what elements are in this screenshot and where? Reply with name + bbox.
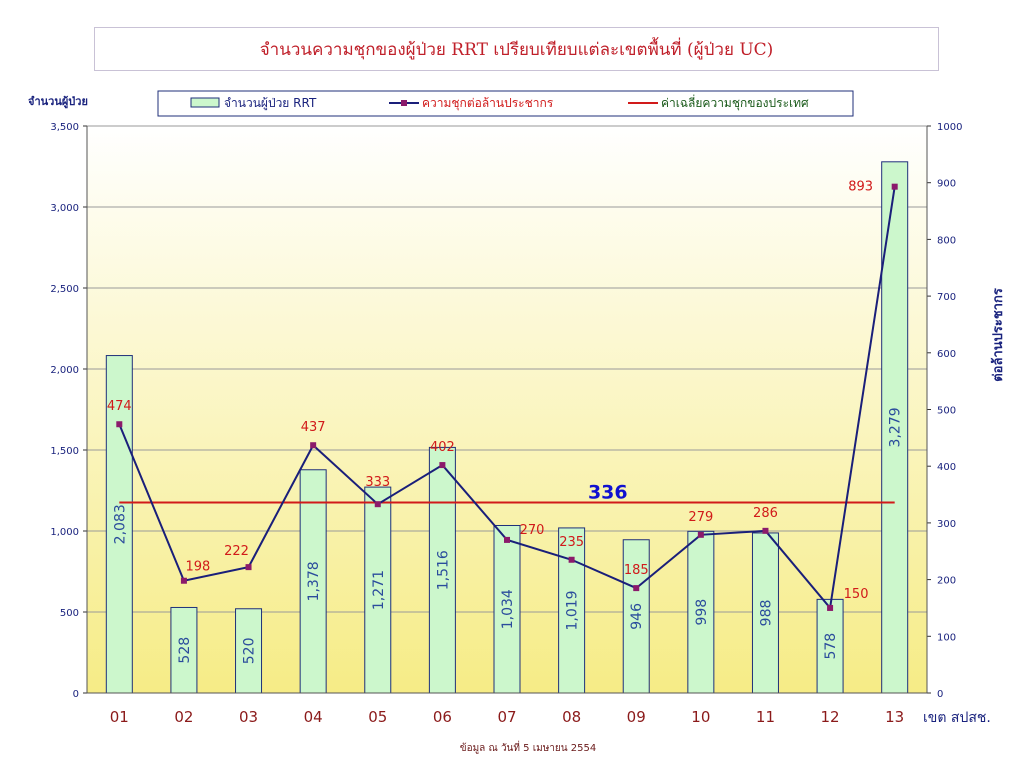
line-point xyxy=(762,527,769,534)
line-value-label: 235 xyxy=(559,535,584,550)
x-tick-label: 12 xyxy=(821,708,840,726)
y-left-tick-label: 2,000 xyxy=(50,365,79,376)
legend-swatch-bar xyxy=(190,97,220,108)
line-value-label: 893 xyxy=(848,180,873,195)
x-tick-label: 10 xyxy=(691,708,710,726)
line-point xyxy=(180,577,187,584)
bar-value-label: 1,378 xyxy=(306,561,322,601)
bar-value-label: 988 xyxy=(758,600,774,627)
line-value-label: 185 xyxy=(624,563,649,578)
x-tick-label: 02 xyxy=(174,708,193,726)
y-left-tick-label: 3,500 xyxy=(50,122,79,133)
bar-value-label: 1,271 xyxy=(371,570,387,610)
line-value-label: 222 xyxy=(224,544,249,559)
bar-value-label: 998 xyxy=(694,599,710,626)
bar xyxy=(622,539,650,694)
x-tick-label: 04 xyxy=(304,708,323,726)
x-axis-label: เขต สปสช. xyxy=(923,710,991,726)
y-right-tick-label: 800 xyxy=(937,235,956,246)
y-left-tick-label: 500 xyxy=(60,608,79,619)
line-point xyxy=(116,421,123,428)
bar xyxy=(299,469,327,694)
chart-title-box: จำนวนความชุกของผู้ป่วย RRT เปรียบเทียบแต… xyxy=(94,27,939,71)
legend-label-avg: ค่าเฉลี่ยความชุกของประเทศ xyxy=(661,94,809,111)
y-axis-right-label: ต่อล้านประชากร xyxy=(990,288,1006,382)
x-tick-label: 13 xyxy=(885,708,904,726)
bar-value-label: 520 xyxy=(242,638,258,665)
bar-value-label: 1,034 xyxy=(500,589,516,629)
bar xyxy=(687,530,715,694)
x-tick-label: 11 xyxy=(756,708,775,726)
bar-value-label: 1,019 xyxy=(565,590,581,630)
y-right-tick-label: 600 xyxy=(937,349,956,360)
y-right-tick-label: 700 xyxy=(937,292,956,303)
bar-value-label: 2,083 xyxy=(112,504,128,544)
line-point xyxy=(891,183,898,190)
line-point xyxy=(827,604,834,611)
y-left-tick-label: 2,500 xyxy=(50,284,79,295)
y-right-tick-label: 200 xyxy=(937,576,956,587)
line-point xyxy=(310,442,317,449)
bar xyxy=(428,446,456,694)
line-value-label: 279 xyxy=(688,510,713,525)
line-point xyxy=(504,536,510,543)
legend-label-line: ความชุกต่อล้านประชากร xyxy=(422,96,554,111)
source-note: ข้อมูล ณ วันที่ 5 เมษายน 2554 xyxy=(460,740,597,754)
line-value-label: 402 xyxy=(430,440,455,455)
bar-value-label: 1,516 xyxy=(435,550,451,590)
line-point xyxy=(633,585,640,592)
legend: จำนวนผู้ป่วย RRT ความชุกต่อล้านประชากร ค… xyxy=(157,90,854,117)
y-right-tick-label: 100 xyxy=(937,632,956,643)
y-left-tick-label: 0 xyxy=(73,689,79,700)
x-tick-label: 07 xyxy=(497,708,516,726)
line-value-label: 198 xyxy=(186,560,211,575)
line-value-label: 333 xyxy=(365,475,390,490)
y-right-tick-label: 500 xyxy=(937,406,956,417)
y-right-tick-label: 300 xyxy=(937,519,956,530)
bar-value-label: 3,279 xyxy=(888,407,904,447)
line-point xyxy=(568,556,575,563)
x-tick-label: 01 xyxy=(110,708,129,726)
line-point xyxy=(697,531,704,538)
legend-label-bar: จำนวนผู้ป่วย RRT xyxy=(224,96,317,111)
x-tick-label: 03 xyxy=(239,708,258,726)
y-right-tick-label: 400 xyxy=(937,462,956,473)
bar xyxy=(881,161,909,694)
y-right-tick-label: 0 xyxy=(937,689,943,700)
chart-title: จำนวนความชุกของผู้ป่วย RRT เปรียบเทียบแต… xyxy=(259,39,774,60)
y-right-tick-label: 900 xyxy=(937,179,956,190)
x-tick-label: 09 xyxy=(627,708,646,726)
line-point xyxy=(439,462,446,469)
bar-value-label: 578 xyxy=(823,633,839,660)
bar-value-label: 528 xyxy=(177,637,193,664)
bar xyxy=(816,598,844,694)
y-left-tick-label: 1,500 xyxy=(50,446,79,457)
line-value-label: 474 xyxy=(107,399,132,414)
y-left-tick-label: 1,000 xyxy=(50,527,79,538)
bar-value-label: 946 xyxy=(629,603,645,630)
line-point xyxy=(245,564,252,571)
line-value-label: 270 xyxy=(520,523,545,538)
legend-swatch-marker xyxy=(401,100,407,106)
y-right-tick-label: 1000 xyxy=(937,122,962,133)
x-tick-label: 08 xyxy=(562,708,581,726)
line-value-label: 286 xyxy=(753,506,778,521)
x-tick-label: 06 xyxy=(433,708,452,726)
bar xyxy=(493,524,521,694)
y-left-tick-label: 3,000 xyxy=(50,203,79,214)
line-point xyxy=(374,501,381,508)
average-value-label: 336 xyxy=(588,481,628,503)
line-value-label: 437 xyxy=(301,420,326,435)
y-axis-left-label: จำนวนผู้ป่วย xyxy=(28,95,88,109)
line-value-label: 150 xyxy=(844,587,869,602)
bar xyxy=(364,486,392,694)
x-tick-label: 05 xyxy=(368,708,387,726)
